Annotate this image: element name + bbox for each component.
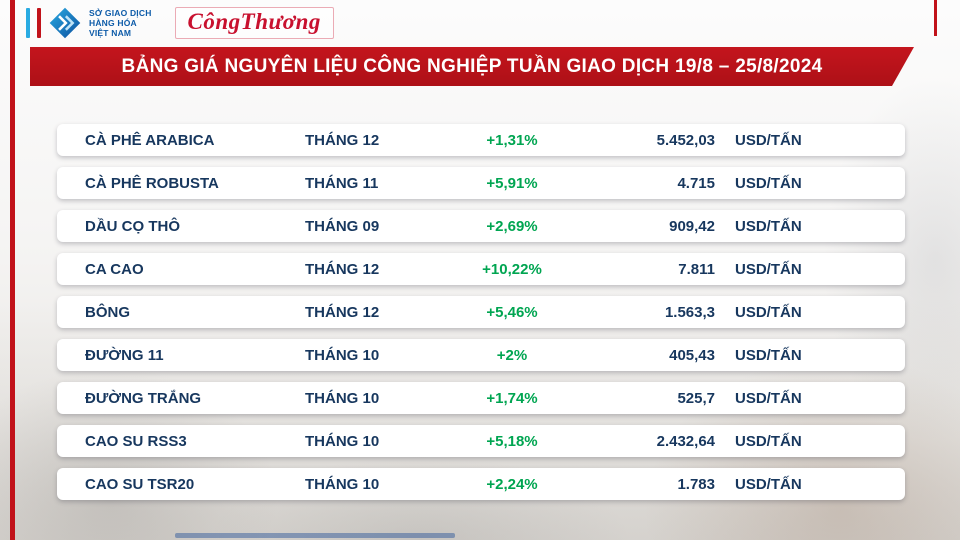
price-unit: USD/TẤN <box>735 389 802 407</box>
mxv-diamond-logo-icon <box>49 7 81 39</box>
price-value: 405,43 <box>669 346 715 364</box>
contract-month: THÁNG 09 <box>305 217 380 235</box>
mxv-logo-line3: VIỆT NAM <box>89 28 132 39</box>
table-row: CÀ PHÊ ROBUSTA THÁNG 11 +5,91% 4.715 USD… <box>57 167 905 199</box>
price-change: +1,31% <box>486 131 538 149</box>
price-value: 7.811 <box>678 260 715 278</box>
commodity-name: ĐƯỜNG 11 <box>85 346 164 364</box>
congthuong-logo: CôngThương <box>174 7 334 39</box>
table-row: CÀ PHÊ ARABICA THÁNG 12 +1,31% 5.452,03 … <box>57 124 905 156</box>
commodity-name: DẦU CỌ THÔ <box>85 217 180 235</box>
price-value: 1.783 <box>677 475 715 493</box>
price-change: +5,46% <box>486 303 538 321</box>
price-value: 5.452,03 <box>656 131 715 149</box>
price-change: +5,91% <box>486 174 538 192</box>
table-row: ĐƯỜNG 11 THÁNG 10 +2% 405,43 USD/TẤN <box>57 339 905 371</box>
contract-month: THÁNG 10 <box>305 346 380 364</box>
price-value: 525,7 <box>677 389 715 407</box>
price-table: CÀ PHÊ ARABICA THÁNG 12 +1,31% 5.452,03 … <box>57 124 905 511</box>
contract-month: THÁNG 12 <box>305 260 380 278</box>
price-change: +2,24% <box>486 475 538 493</box>
contract-month: THÁNG 11 <box>305 174 379 192</box>
table-row: CA CAO THÁNG 12 +10,22% 7.811 USD/TẤN <box>57 253 905 285</box>
logo-accent-cyan-bar <box>26 8 30 38</box>
bottom-blue-strip <box>175 533 455 538</box>
price-unit: USD/TẤN <box>735 475 802 493</box>
table-row: ĐƯỜNG TRẮNG THÁNG 10 +1,74% 525,7 USD/TẤ… <box>57 382 905 414</box>
contract-month: THÁNG 10 <box>305 475 380 493</box>
contract-month: THÁNG 10 <box>305 389 380 407</box>
table-row: DẦU CỌ THÔ THÁNG 09 +2,69% 909,42 USD/TẤ… <box>57 210 905 242</box>
commodity-name: CÀ PHÊ ARABICA <box>85 131 215 149</box>
price-value: 909,42 <box>669 217 715 235</box>
table-row: BÔNG THÁNG 12 +5,46% 1.563,3 USD/TẤN <box>57 296 905 328</box>
price-change: +2% <box>496 346 528 364</box>
header-logo-bar: SỞ GIAO DỊCH HÀNG HÓA VIỆT NAM CôngThươn… <box>26 5 334 41</box>
price-change: +2,69% <box>486 217 538 235</box>
table-row: CAO SU RSS3 THÁNG 10 +5,18% 2.432,64 USD… <box>57 425 905 457</box>
price-change: +1,74% <box>486 389 538 407</box>
mxv-logo-line1: SỞ GIAO DỊCH <box>89 7 152 18</box>
title-ribbon: BẢNG GIÁ NGUYÊN LIỆU CÔNG NGHIỆP TUẦN GI… <box>30 47 914 86</box>
table-row: CAO SU TSR20 THÁNG 10 +2,24% 1.783 USD/T… <box>57 468 905 500</box>
left-accent-stripe <box>10 0 15 540</box>
contract-month: THÁNG 12 <box>305 131 380 149</box>
commodity-name: ĐƯỜNG TRẮNG <box>85 389 202 407</box>
price-unit: USD/TẤN <box>735 303 802 321</box>
contract-month: THÁNG 10 <box>305 432 380 450</box>
price-unit: USD/TẤN <box>735 217 802 235</box>
mxv-logo-line2: HÀNG HÓA <box>89 17 137 28</box>
price-unit: USD/TẤN <box>735 432 802 450</box>
logo-accent-red-bar <box>37 8 41 38</box>
price-value: 4.715 <box>677 174 715 192</box>
commodity-name: CÀ PHÊ ROBUSTA <box>85 174 219 192</box>
price-unit: USD/TẤN <box>735 346 802 364</box>
price-value: 2.432,64 <box>656 432 715 450</box>
commodity-name: CAO SU TSR20 <box>85 475 195 493</box>
commodity-name: CA CAO <box>85 260 144 278</box>
commodity-name: BÔNG <box>85 303 130 321</box>
price-unit: USD/TẤN <box>735 260 802 278</box>
price-change: +5,18% <box>486 432 538 450</box>
price-unit: USD/TẤN <box>735 131 802 149</box>
price-change: +10,22% <box>482 260 542 278</box>
price-unit: USD/TẤN <box>735 174 802 192</box>
contract-month: THÁNG 12 <box>305 303 380 321</box>
mxv-logo-text: SỞ GIAO DỊCH HÀNG HÓA VIỆT NAM <box>89 8 152 39</box>
commodity-name: CAO SU RSS3 <box>85 432 187 450</box>
top-right-accent-stripe <box>934 0 937 36</box>
page-title: BẢNG GIÁ NGUYÊN LIỆU CÔNG NGHIỆP TUẦN GI… <box>121 55 823 77</box>
price-value: 1.563,3 <box>664 303 715 321</box>
